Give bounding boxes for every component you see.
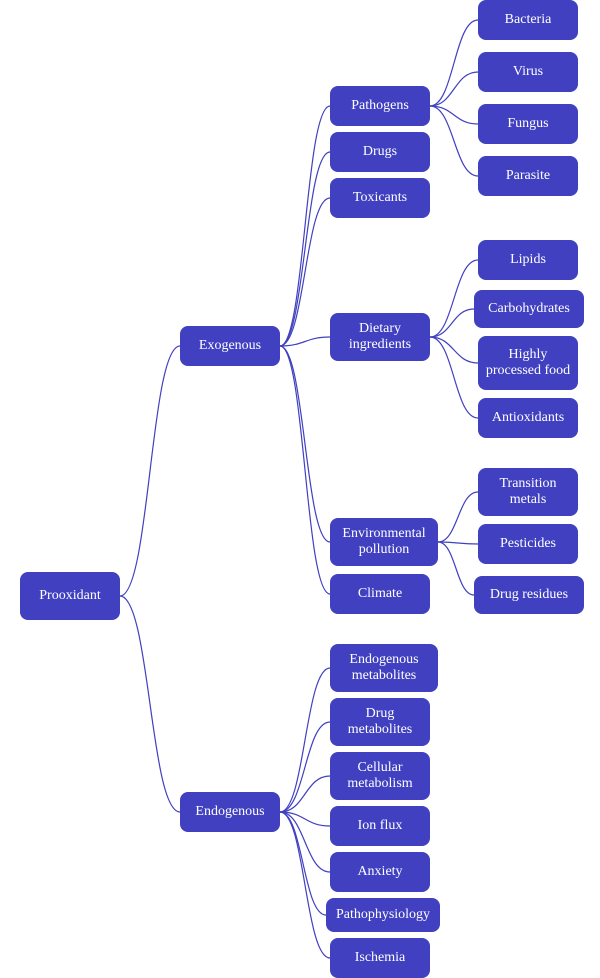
edge-exo-drugs xyxy=(280,152,330,346)
tree-diagram: Prooxidant Exogenous Endogenous Pathogens Dr… xyxy=(0,0,600,960)
node-toxicants: Toxicants xyxy=(330,178,430,218)
node-anxiety: Anxiety xyxy=(330,852,430,892)
node-virus: Virus xyxy=(478,52,578,92)
node-drugmet: Drug metabolites xyxy=(330,698,430,746)
node-pestic: Pesticides xyxy=(478,524,578,564)
node-fungus: Fungus xyxy=(478,104,578,144)
edge-endo-ischemia xyxy=(280,812,330,958)
edge-exo-toxicants xyxy=(280,198,330,346)
node-ischemia: Ischemia xyxy=(330,938,430,978)
edge-exo-pathogens xyxy=(280,106,330,346)
edge-endo-endomet xyxy=(280,668,330,812)
node-drugres: Drug residues xyxy=(474,576,584,614)
edge-envpol-drugres xyxy=(438,542,474,595)
edge-dietary-lipids xyxy=(430,260,478,337)
edge-pathogens-virus xyxy=(430,72,478,106)
edge-pathogens-bacteria xyxy=(430,20,478,106)
node-carbs: Carbohydrates xyxy=(474,290,584,328)
edge-dietary-hpf xyxy=(430,337,478,363)
edge-envpol-tmetals xyxy=(438,492,478,542)
node-climate: Climate xyxy=(330,574,430,614)
node-lipids: Lipids xyxy=(478,240,578,280)
node-tmetals: Transition metals xyxy=(478,468,578,516)
edge-endo-patho xyxy=(280,812,326,915)
edge-endo-drugmet xyxy=(280,722,330,812)
node-hpf: Highly processed food xyxy=(478,336,578,390)
edge-dietary-carbs xyxy=(430,309,474,337)
node-pathogens: Pathogens xyxy=(330,86,430,126)
edge-root-endo xyxy=(120,596,180,812)
edge-exo-climate xyxy=(280,346,330,594)
node-endomet: Endogenous metabolites xyxy=(330,644,438,692)
node-envpol: Environmental pollution xyxy=(330,518,438,566)
node-bacteria: Bacteria xyxy=(478,0,578,40)
node-ionflux: Ion flux xyxy=(330,806,430,846)
edge-exo-envpol xyxy=(280,346,330,542)
node-antiox: Antioxidants xyxy=(478,398,578,438)
node-cellmet: Cellular metabolism xyxy=(330,752,430,800)
node-drugs: Drugs xyxy=(330,132,430,172)
node-patho: Pathophysiology xyxy=(326,898,440,932)
node-root: Prooxidant xyxy=(20,572,120,620)
edge-endo-anxiety xyxy=(280,812,330,872)
node-endo: Endogenous xyxy=(180,792,280,832)
edge-pathogens-parasite xyxy=(430,106,478,176)
edge-root-exo xyxy=(120,346,180,596)
node-dietary: Dietary ingredients xyxy=(330,313,430,361)
node-parasite: Parasite xyxy=(478,156,578,196)
node-exo: Exogenous xyxy=(180,326,280,366)
